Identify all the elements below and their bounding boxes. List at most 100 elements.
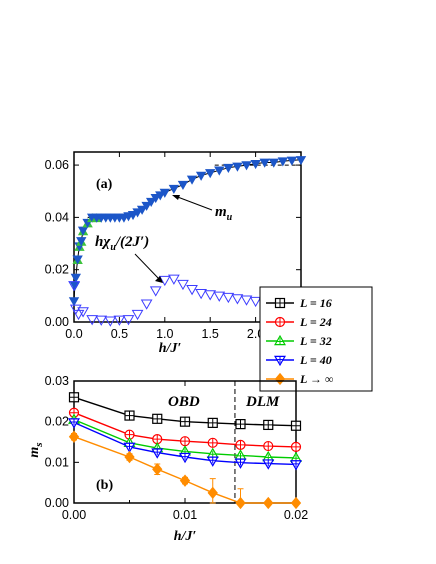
series-4-point-0-shape bbox=[68, 430, 80, 443]
series-3-point-0 bbox=[68, 418, 80, 429]
mu-point-31 bbox=[223, 163, 234, 173]
series-4-point-7 bbox=[290, 496, 302, 510]
panel-a-xtick-label-2: 1.0 bbox=[156, 327, 173, 341]
mu-point-31-shape bbox=[223, 163, 234, 173]
chi-point-2 bbox=[72, 309, 85, 321]
mu-point-36 bbox=[268, 158, 279, 168]
series-3-point-5-cross bbox=[237, 459, 244, 466]
series-1-point-4-cross bbox=[208, 438, 218, 448]
series-0-point-1-cross bbox=[125, 411, 134, 421]
series-0-point-0 bbox=[68, 392, 80, 403]
mu-point-36-shape bbox=[268, 158, 279, 168]
series-0-point-6 bbox=[263, 419, 274, 431]
series-3-point-2 bbox=[151, 448, 164, 459]
mu-point-24 bbox=[159, 188, 170, 198]
mu-point-32 bbox=[232, 162, 243, 172]
series-3-point-6 bbox=[262, 459, 275, 470]
chi-point-1-shape bbox=[69, 304, 82, 315]
series-0-point-7 bbox=[290, 420, 302, 431]
series-0-point-7-cross bbox=[291, 421, 301, 431]
mu-point-29 bbox=[205, 169, 216, 179]
mu-point-39 bbox=[295, 156, 307, 166]
mu-point-21 bbox=[145, 197, 157, 207]
mu-point-26 bbox=[177, 180, 189, 190]
mu-point-29-shape bbox=[205, 169, 216, 179]
series-0-point-2 bbox=[152, 413, 163, 424]
mu-point-34-shape bbox=[250, 159, 261, 170]
chi-point-16-shape bbox=[195, 288, 207, 300]
series-3-point-1 bbox=[123, 442, 136, 454]
legend-marker-4 bbox=[274, 372, 286, 386]
panel-b-plot bbox=[68, 381, 302, 510]
mu-point-5-shape bbox=[76, 237, 87, 247]
chi-point-19-shape bbox=[222, 292, 235, 304]
mu-point-27-shape bbox=[186, 175, 198, 185]
panel-b-xlabel: h/J′ bbox=[174, 529, 197, 544]
series-3-point-0-cross bbox=[71, 418, 77, 426]
legend-label-1: L = 24 bbox=[299, 315, 332, 329]
series-4-point-6 bbox=[263, 496, 274, 510]
mu-point-37 bbox=[277, 157, 289, 167]
chi-arrow bbox=[134, 253, 161, 281]
series-0-point-4-cross bbox=[208, 418, 218, 428]
series-4-point-5-shape bbox=[235, 496, 246, 510]
mu-point-28 bbox=[195, 171, 207, 181]
panel-b-xtick-label-2: 0.02 bbox=[284, 508, 308, 522]
mu-point-30-shape bbox=[214, 166, 225, 176]
series-3-point-5 bbox=[234, 458, 247, 469]
legend-marker-0 bbox=[274, 297, 286, 309]
mu-point-19 bbox=[136, 205, 148, 215]
panel-b-xtick-label-0: 0.00 bbox=[62, 508, 86, 522]
mu-arrow bbox=[174, 195, 213, 211]
series-1-point-7 bbox=[290, 441, 302, 452]
mu-point-20 bbox=[141, 201, 152, 211]
legend-items: L = 16 L = 24 L = 32 L = 40 L → ∞ bbox=[266, 296, 333, 386]
panel-a-ytick-label-3: 0.06 bbox=[45, 158, 69, 172]
chi-point-18 bbox=[213, 291, 226, 302]
series-4-point-2 bbox=[152, 463, 163, 476]
series-3-line bbox=[73, 421, 297, 466]
mu-point-0 bbox=[68, 297, 80, 307]
series-0-point-2-cross bbox=[152, 414, 162, 424]
series-0-point-3-cross bbox=[180, 417, 190, 427]
panel-a-ytick-label-0: 0.00 bbox=[45, 315, 69, 329]
chi-point-21 bbox=[240, 295, 253, 306]
mu-point-2 bbox=[70, 273, 82, 283]
chi-point-12-shape bbox=[158, 275, 171, 287]
mu-point-24-shape bbox=[159, 188, 170, 198]
series-0-point-4 bbox=[207, 417, 218, 428]
series-0-point-5-cross bbox=[236, 419, 245, 429]
panel-b-ytick-label-0: 0.00 bbox=[45, 496, 69, 510]
series-4-point-2-shape bbox=[152, 463, 163, 476]
series-1-point-4 bbox=[207, 437, 218, 448]
series-1-point-3 bbox=[179, 436, 191, 447]
chi-point-8-shape bbox=[122, 315, 135, 326]
legend-marker-3 bbox=[274, 355, 286, 367]
series-1-point-6 bbox=[263, 440, 274, 452]
chi-point-11 bbox=[149, 286, 162, 297]
panel-a-plot bbox=[68, 156, 307, 327]
mu-point-33 bbox=[241, 161, 252, 171]
series-2-point-4-cross bbox=[210, 451, 216, 458]
panel-a-xtick-label-0: 0.0 bbox=[65, 327, 82, 341]
chi-point-20 bbox=[231, 294, 244, 305]
mu-point-3 bbox=[72, 255, 83, 265]
chi-point-14-shape bbox=[177, 279, 189, 291]
chi-point-19 bbox=[222, 292, 235, 304]
chi-point-4-shape bbox=[86, 315, 99, 326]
series-1-point-7-cross bbox=[291, 442, 301, 452]
chi-point-15-shape bbox=[186, 285, 198, 296]
series-0-point-0-cross bbox=[69, 392, 79, 402]
series-0-point-1 bbox=[124, 410, 135, 421]
mu-point-19-shape bbox=[136, 205, 148, 215]
chi-point-17 bbox=[204, 290, 217, 301]
chi-point-17-shape bbox=[204, 290, 217, 301]
series-4-point-1-shape bbox=[124, 450, 135, 464]
chi-point-7 bbox=[113, 315, 126, 326]
chi-point-10 bbox=[140, 299, 153, 310]
mu-point-5 bbox=[76, 237, 87, 247]
panel-a-label: (a) bbox=[96, 177, 113, 192]
chi-point-4 bbox=[86, 315, 99, 326]
mu-point-3-shape bbox=[72, 255, 83, 265]
